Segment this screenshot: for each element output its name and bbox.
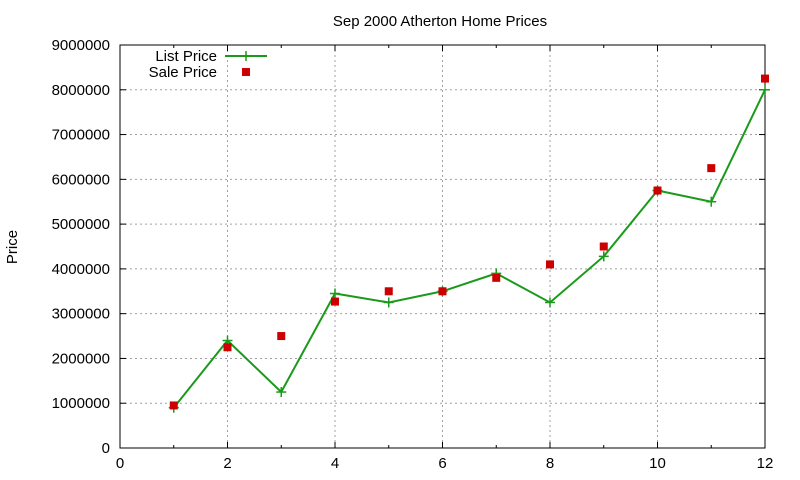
data-point (223, 343, 232, 352)
y-tick-label: 7000000 (52, 127, 110, 144)
y-axis: 0 1000000 2000000 3000000 4000000 5000000 6000… (52, 37, 765, 457)
data-point (761, 74, 769, 83)
x-tick-label: 12 (757, 455, 774, 472)
series-line (172, 89, 766, 409)
data-point (383, 297, 394, 308)
x-tick-label: 6 (438, 455, 446, 472)
y-tick-label: 6000000 (52, 171, 110, 188)
y-tick-label: 4000000 (52, 261, 110, 278)
x-tick-label: 4 (331, 455, 339, 472)
series-layer (168, 74, 770, 413)
legend-label: Sale Price (149, 64, 217, 81)
y-tick-label: 8000000 (52, 82, 110, 99)
y-tick-label: 3000000 (52, 306, 110, 323)
data-point (545, 297, 555, 308)
legend-label: List Price (155, 48, 217, 65)
x-tick-label: 10 (649, 455, 666, 472)
series-list-price (168, 84, 770, 413)
data-point (438, 287, 447, 296)
y-tick-label: 5000000 (52, 216, 110, 233)
y-tick-label: 0 (102, 440, 110, 457)
x-tick-label: 0 (116, 455, 124, 472)
y-tick-label: 2000000 (52, 350, 110, 367)
data-point (599, 242, 608, 251)
y-axis-label: Price (4, 230, 21, 264)
x-tick-label: 8 (546, 455, 554, 472)
data-point (331, 297, 339, 306)
data-point (598, 251, 609, 262)
data-point (169, 401, 178, 410)
legend-marker (242, 68, 250, 76)
x-axis: 0 2 4 6 8 10 12 (116, 45, 774, 472)
data-point (330, 288, 340, 299)
data-point (384, 287, 393, 296)
data-point (760, 84, 770, 95)
x-tick-label: 2 (223, 455, 231, 472)
data-point (706, 196, 717, 207)
y-tick-label: 9000000 (52, 37, 110, 54)
data-point (276, 387, 287, 398)
data-point (707, 164, 716, 173)
data-point (653, 186, 662, 195)
data-point (546, 260, 554, 269)
data-point (277, 332, 286, 341)
grid (120, 45, 765, 448)
legend-marker (241, 51, 251, 61)
series-sale-price (169, 74, 769, 410)
chart-title: Sep 2000 Atherton Home Prices (333, 13, 547, 30)
data-point (492, 273, 501, 282)
y-tick-label: 1000000 (52, 395, 110, 412)
